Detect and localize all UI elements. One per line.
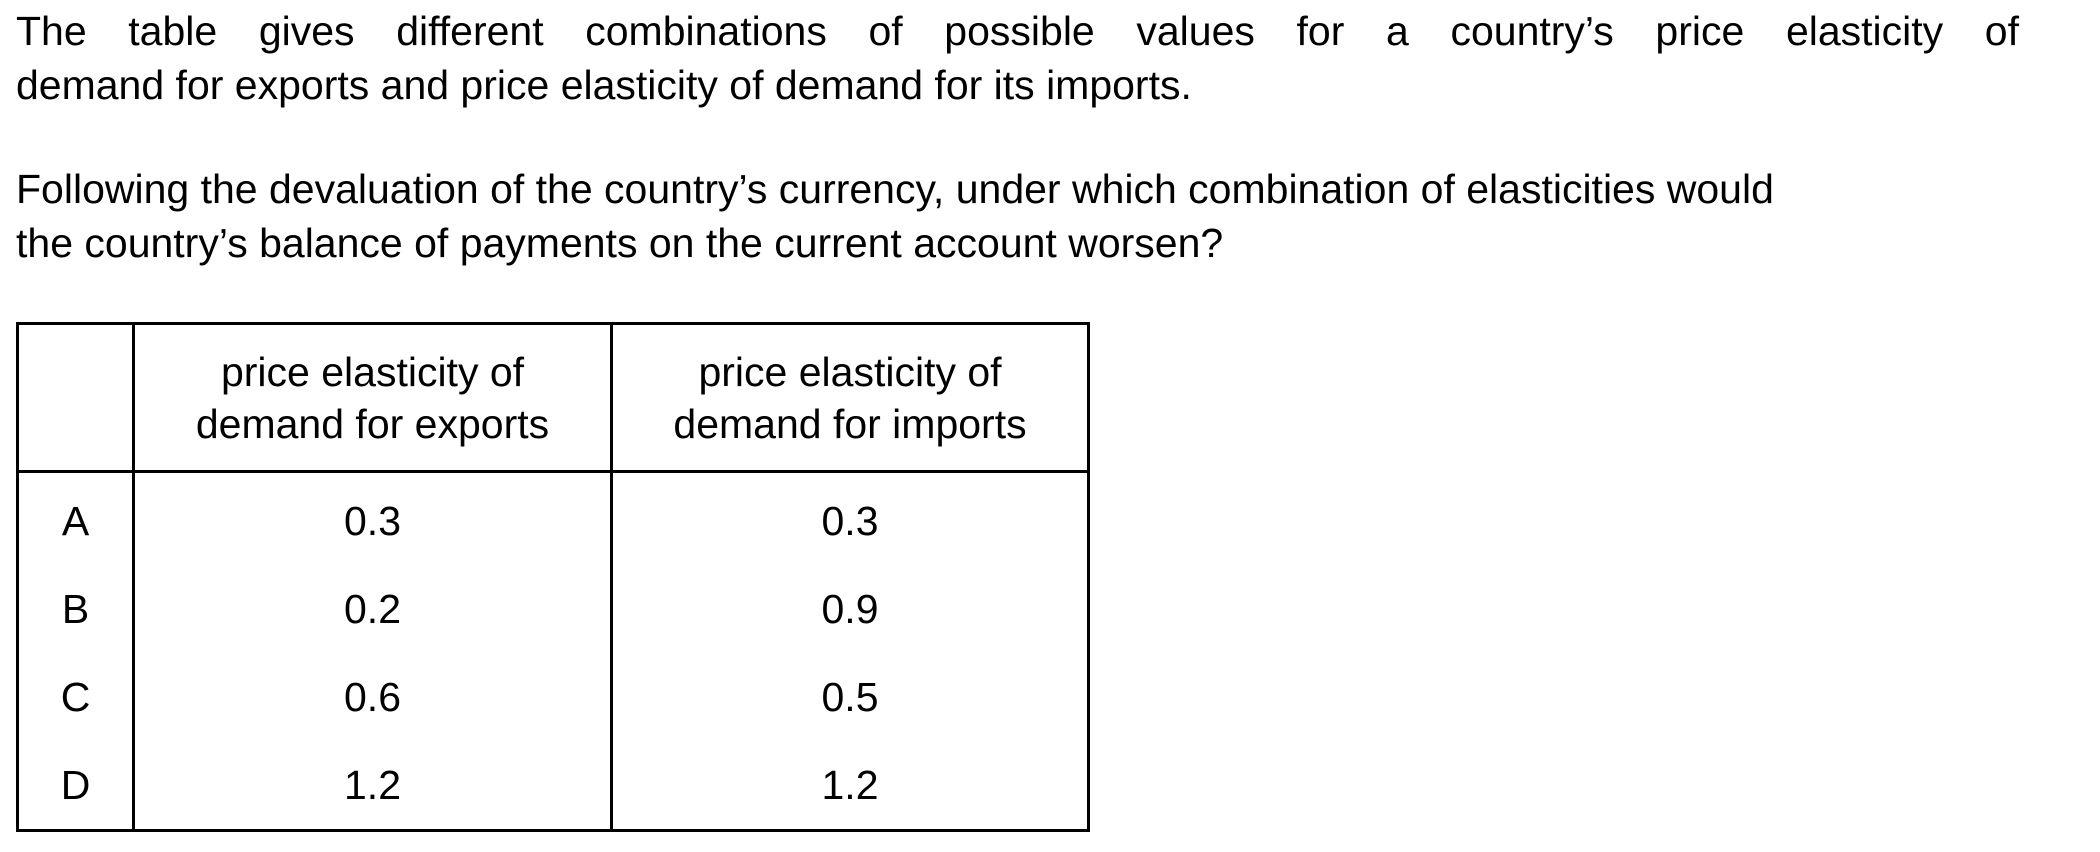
- intro-line-1: The table gives different combinations o…: [16, 8, 2019, 54]
- header-exports-line-1: price elasticity of: [220, 348, 525, 395]
- table-row: C 0.6 0.5: [16, 653, 1090, 741]
- table-row: D 1.2 1.2: [16, 741, 1090, 832]
- prompt-line-1: Following the devaluation of the country…: [16, 166, 1774, 212]
- question-prompt-paragraph: Following the devaluation of the country…: [16, 162, 2019, 270]
- header-exports-line-2: demand for exports: [195, 400, 550, 447]
- option-letter: C: [16, 653, 135, 741]
- option-letter: A: [16, 471, 135, 565]
- imports-value: 0.9: [610, 565, 1090, 653]
- exports-value: 0.3: [132, 471, 613, 565]
- question-intro-paragraph: The table gives different combinations o…: [16, 4, 2019, 112]
- header-exports: price elasticity of demand for exports: [132, 322, 613, 473]
- imports-value: 0.5: [610, 653, 1090, 741]
- header-imports-line-1: price elasticity of: [698, 348, 1002, 395]
- exports-value: 0.2: [132, 565, 613, 653]
- option-letter: D: [16, 741, 135, 832]
- imports-value: 1.2: [610, 741, 1090, 832]
- header-imports-line-2: demand for imports: [673, 400, 1027, 447]
- table-row: A 0.3 0.3: [16, 471, 1090, 565]
- table-header-row: price elasticity of demand for exports p…: [16, 322, 1090, 473]
- elasticity-options-table: price elasticity of demand for exports p…: [16, 322, 1090, 832]
- option-letter: B: [16, 565, 135, 653]
- header-imports: price elasticity of demand for imports: [610, 322, 1090, 473]
- table-row: B 0.2 0.9: [16, 565, 1090, 653]
- intro-line-2: demand for exports and price elasticity …: [16, 62, 1192, 108]
- prompt-line-2: the country’s balance of payments on the…: [16, 220, 1224, 266]
- exports-value: 1.2: [132, 741, 613, 832]
- exports-value: 0.6: [132, 653, 613, 741]
- header-blank-cell: [16, 322, 135, 473]
- imports-value: 0.3: [610, 471, 1090, 565]
